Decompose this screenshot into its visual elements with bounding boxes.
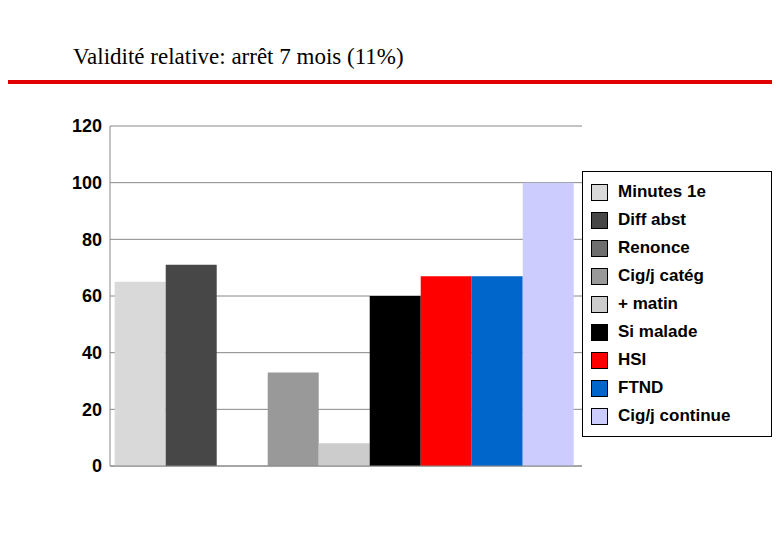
html-text:Minutes 1e: Minutes 1e (618, 182, 706, 201)
html-text:Cig/j continue: Cig/j continue (618, 406, 731, 425)
html-text:Diff abst: Diff abst (618, 210, 686, 229)
html-text:+ matin: + matin (618, 294, 678, 313)
html-text:FTND: FTND (618, 378, 664, 397)
html-text:HSI: HSI (618, 350, 647, 369)
svg-text:60: 60 (82, 286, 102, 306)
svg-text:120: 120 (72, 116, 102, 136)
svg-text:0: 0 (92, 456, 102, 476)
svg-text:100: 100 (72, 173, 102, 193)
html-text:Renonce: Renonce (618, 238, 690, 257)
svg-text:40: 40 (82, 343, 102, 363)
html-text:Validité relative: arrêt 7 moi: Validité relative: arrêt 7 mois (11%) (73, 44, 404, 69)
html-text:Cig/j catég: Cig/j catég (618, 266, 704, 285)
svg-text:20: 20 (82, 400, 102, 420)
svg-text:80: 80 (82, 230, 102, 250)
html-text:Si malade: Si malade (618, 322, 698, 341)
